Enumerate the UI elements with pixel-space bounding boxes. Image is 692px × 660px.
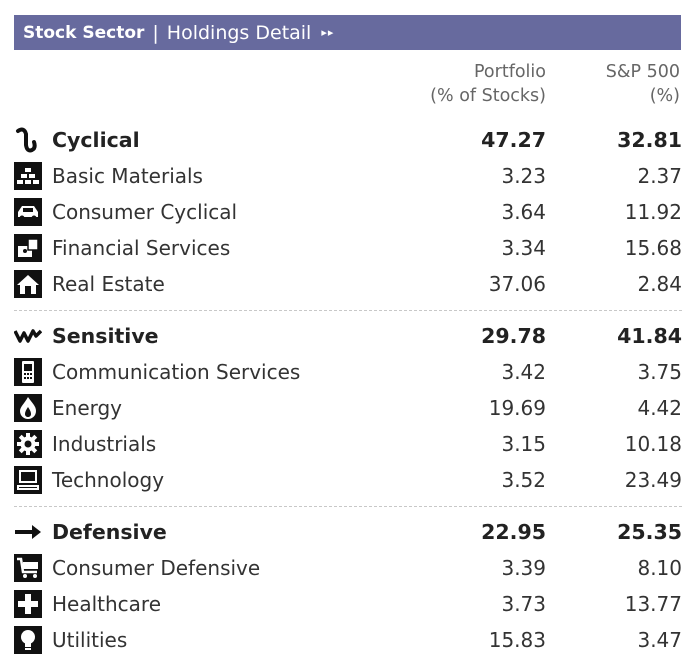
portfolio-value: 22.95 [481,520,546,544]
flame-icon [14,394,42,422]
sector-row-real-estate: Real Estate 37.06 2.84 [14,266,682,302]
group-label: Defensive [52,520,167,544]
phone-icon [14,358,42,386]
car-icon [14,198,42,226]
gear-icon [14,430,42,458]
sector-row-communication-services: Communication Services 3.42 3.75 [14,354,682,390]
sector-label: Utilities [52,628,128,652]
portfolio-header-line1: Portfolio [474,62,546,82]
portfolio-value: 19.69 [488,396,546,420]
sector-row-utilities: Utilities 15.83 3.47 [14,622,682,658]
sector-label: Communication Services [52,360,301,384]
portfolio-value: 3.34 [501,236,546,260]
sp500-value: 4.42 [637,396,682,420]
sector-row-consumer-cyclical: Consumer Cyclical 3.64 11.92 [14,194,682,230]
cross-icon [14,590,42,618]
portfolio-value: 3.15 [501,432,546,456]
sector-label: Financial Services [52,236,231,260]
sp500-value: 11.92 [624,200,682,224]
sector-row-healthcare: Healthcare 3.73 13.77 [14,586,682,622]
house-icon [14,270,42,298]
sp500-value: 13.77 [624,592,682,616]
cyclical-icon [14,126,42,154]
sector-row-basic-materials: Basic Materials 3.23 2.37 [14,158,682,194]
group-row-cyclical: Cyclical 47.27 32.81 [14,122,682,158]
portfolio-value: 15.83 [488,628,546,652]
sector-label: Industrials [52,432,157,456]
portfolio-value: 3.52 [501,468,546,492]
sp500-value: 41.84 [617,324,682,348]
sector-label: Healthcare [52,592,162,616]
group-row-defensive: Defensive 22.95 25.35 [14,514,682,550]
sector-label: Real Estate [52,272,165,296]
portfolio-value: 47.27 [481,128,546,152]
portfolio-value: 3.39 [501,556,546,580]
portfolio-header-line2: (% of Stocks) [430,86,546,106]
cart-icon [14,554,42,582]
sector-label: Consumer Cyclical [52,200,238,224]
portfolio-value: 3.42 [501,360,546,384]
portfolio-value: 3.73 [501,592,546,616]
sp500-value: 2.84 [637,272,682,296]
portfolio-value: 3.64 [501,200,546,224]
group-row-sensitive: Sensitive 29.78 41.84 [14,318,682,354]
portfolio-value: 37.06 [488,272,546,296]
group-divider [14,506,682,507]
group-label: Sensitive [52,324,159,348]
sensitive-icon [14,322,42,350]
bulb-icon [14,626,42,654]
sector-row-energy: Energy 19.69 4.42 [14,390,682,426]
section-header[interactable]: Stock Sector | Holdings Detail ▸▸ [14,15,681,50]
portfolio-value: 3.23 [501,164,546,188]
sector-label: Energy [52,396,123,420]
header-title: Stock Sector [23,22,145,43]
sector-row-technology: Technology 3.52 23.49 [14,462,682,498]
sp500-column-header: S&P 500 (%) [606,60,680,108]
sp500-value: 23.49 [624,468,682,492]
computer-icon [14,466,42,494]
sp500-value: 15.68 [624,236,682,260]
sp500-value: 3.75 [637,360,682,384]
sp500-value: 8.10 [637,556,682,580]
sp500-value: 3.47 [637,628,682,652]
portfolio-column-header: Portfolio (% of Stocks) [430,60,546,108]
sp500-value: 2.37 [637,164,682,188]
sector-label: Technology [52,468,165,492]
sector-row-industrials: Industrials 3.15 10.18 [14,426,682,462]
sector-label: Consumer Defensive [52,556,261,580]
sp500-value: 10.18 [624,432,682,456]
sp500-header-line2: (%) [649,86,680,106]
sector-label: Basic Materials [52,164,203,188]
sp500-value: 32.81 [617,128,682,152]
sp500-header-line1: S&P 500 [605,62,680,82]
group-divider [14,310,682,311]
header-separator: | [152,21,159,44]
basic-materials-icon [14,162,42,190]
sp500-value: 25.35 [617,520,682,544]
defensive-icon [14,518,42,546]
header-subtitle[interactable]: Holdings Detail [166,21,312,44]
financial-icon [14,234,42,262]
sector-row-financial-services: Financial Services 3.34 15.68 [14,230,682,266]
sector-row-consumer-defensive: Consumer Defensive 3.39 8.10 [14,550,682,586]
portfolio-value: 29.78 [481,324,546,348]
group-label: Cyclical [52,128,140,152]
expand-arrows-icon[interactable]: ▸▸ [321,26,335,39]
